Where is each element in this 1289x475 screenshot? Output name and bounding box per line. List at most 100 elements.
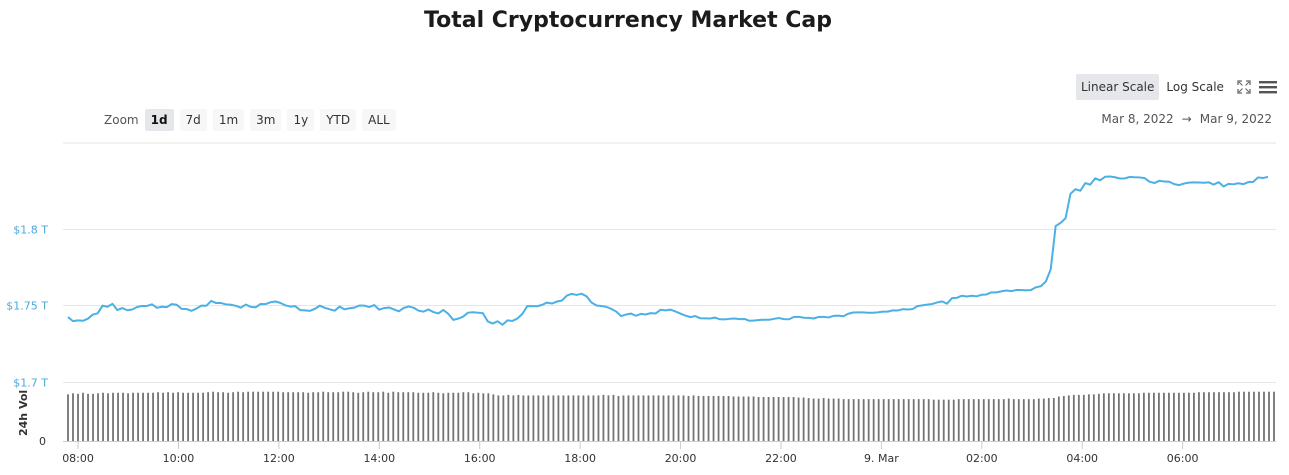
hamburger-menu-icon[interactable]: [1257, 76, 1279, 98]
volume-bar: [1082, 394, 1085, 441]
volume-bar: [622, 395, 625, 441]
volume-bar: [862, 399, 865, 441]
volume-bar: [1228, 392, 1230, 441]
volume-bar: [887, 399, 890, 441]
volume-bar: [1037, 398, 1040, 441]
x-tick-label: 22:00: [765, 452, 797, 465]
volume-bar: [827, 398, 830, 441]
volume-bar: [927, 399, 930, 441]
volume-bar: [787, 397, 790, 441]
x-tick-label: 18:00: [564, 452, 596, 465]
volume-bar: [707, 395, 710, 441]
volume-bar: [1092, 394, 1095, 441]
volume-bar: [602, 394, 605, 441]
volume-bar: [537, 395, 540, 441]
volume-bar: [802, 397, 805, 441]
volume-bar: [1017, 399, 1020, 441]
volume-bar: [247, 391, 250, 441]
volume-bar: [877, 399, 880, 441]
volume-bar: [442, 393, 445, 441]
volume-bar: [937, 399, 940, 441]
volume-bar: [522, 395, 525, 441]
volume-bar: [1137, 393, 1140, 441]
volume-bar: [182, 392, 184, 441]
volume-bar: [167, 392, 169, 441]
fullscreen-icon[interactable]: [1233, 76, 1255, 98]
zoom-label: Zoom: [104, 113, 139, 127]
volume-bar: [437, 392, 440, 441]
volume-bar: [567, 395, 570, 441]
range-from-input[interactable]: Mar 8, 2022: [1101, 112, 1174, 126]
volume-bar: [1107, 393, 1110, 441]
volume-bar: [322, 391, 325, 441]
volume-bar: [307, 392, 310, 441]
volume-bar: [117, 392, 119, 441]
volume-bar: [337, 392, 340, 441]
volume-bar: [967, 399, 970, 441]
volume-bar: [577, 395, 580, 441]
fullscreen-icon-glyph: [1237, 80, 1251, 94]
volume-bar: [1263, 391, 1265, 441]
volume-bar: [1273, 391, 1275, 441]
scale-controls: Linear Scale Log Scale: [1076, 74, 1279, 100]
volume-bar: [482, 393, 485, 441]
volume-bar: [972, 399, 975, 441]
volume-bar: [872, 399, 875, 441]
volume-bar: [647, 395, 650, 441]
volume-bar: [642, 395, 645, 441]
volume-bar: [72, 393, 74, 441]
volume-bar: [682, 395, 685, 441]
zoom-7d-button[interactable]: 7d: [179, 109, 207, 131]
volume-bar: [832, 398, 835, 441]
volume-bar: [1153, 392, 1155, 441]
volume-bar: [1268, 391, 1270, 441]
range-to-input[interactable]: Mar 9, 2022: [1199, 112, 1272, 126]
zoom-ytd-button[interactable]: YTD: [320, 109, 357, 131]
volume-bar: [547, 395, 550, 441]
volume-bar: [977, 399, 980, 441]
volume-bar: [102, 392, 104, 441]
volume-bar: [722, 395, 725, 441]
volume-bar: [687, 395, 690, 441]
x-tick-label: 12:00: [263, 452, 295, 465]
volume-bar: [817, 398, 820, 441]
volume-bar: [407, 392, 410, 441]
volume-bar: [542, 395, 545, 441]
volume-bar: [702, 395, 705, 441]
volume-bar: [607, 395, 610, 441]
volume-bar: [1052, 398, 1055, 441]
zoom-1y-button[interactable]: 1y: [287, 109, 315, 131]
zoom-all-button[interactable]: ALL: [362, 109, 396, 131]
volume-bar: [897, 399, 900, 441]
volume-bar: [327, 392, 330, 441]
zoom-1m-button[interactable]: 1m: [212, 109, 245, 131]
volume-bar: [402, 392, 405, 441]
volume-bar: [857, 399, 860, 441]
log-scale-button[interactable]: Log Scale: [1166, 80, 1224, 94]
volume-bar: [112, 392, 114, 441]
volume-bar: [132, 392, 134, 441]
x-tick-label: 9. Mar: [864, 452, 899, 465]
volume-bar: [957, 399, 960, 441]
volume-bar: [947, 399, 950, 441]
volume-bar: [1112, 393, 1115, 441]
volume-bar: [77, 393, 79, 441]
zoom-1d-button[interactable]: 1d: [144, 109, 174, 131]
volume-bar: [507, 394, 510, 441]
volume-bar: [372, 392, 375, 441]
volume-bar: [377, 392, 380, 441]
volume-bar: [1203, 392, 1205, 441]
volume-bar: [232, 392, 235, 441]
zoom-3m-button[interactable]: 3m: [250, 109, 282, 131]
volume-bar: [387, 392, 390, 441]
volume-bar: [217, 392, 220, 441]
volume-bar: [772, 397, 775, 441]
volume-bar: [1132, 393, 1135, 441]
volume-bar: [812, 398, 815, 441]
volume-bar: [287, 392, 290, 441]
y-tick-label: $1.8 T: [13, 224, 48, 237]
volume-bar: [457, 392, 460, 441]
linear-scale-button[interactable]: Linear Scale: [1076, 74, 1160, 100]
volume-bar: [1042, 398, 1045, 441]
